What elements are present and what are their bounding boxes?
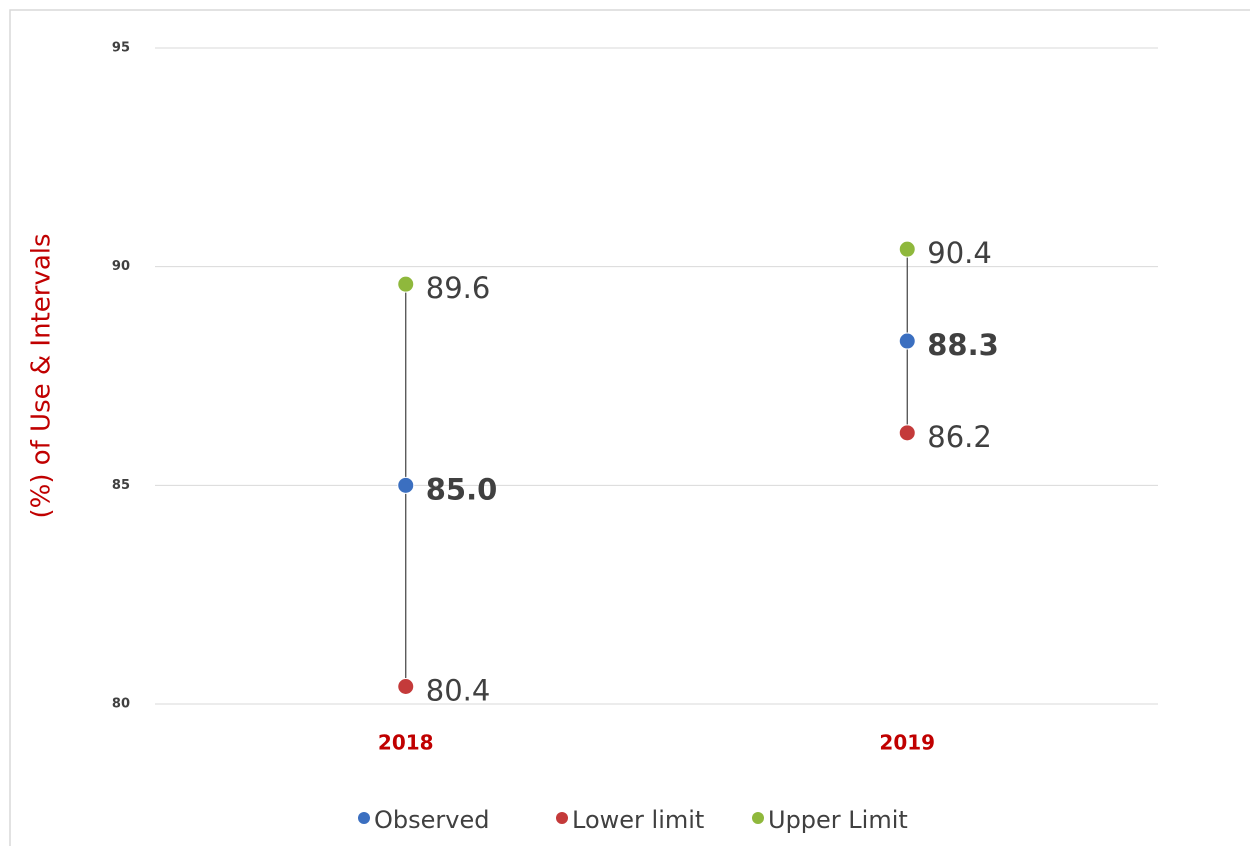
data-point: [397, 476, 415, 494]
y-tick-label: 95: [112, 41, 130, 56]
legend-label: Observed: [374, 806, 489, 834]
data-point: [397, 678, 415, 696]
data-label: 85.0: [426, 472, 498, 506]
x-tick-label: 2018: [378, 731, 434, 755]
y-tick-label: 85: [112, 478, 130, 493]
data-point: [898, 240, 916, 258]
legend-label: Upper Limit: [768, 806, 908, 834]
data-point: [898, 424, 916, 442]
legend-marker: [556, 812, 568, 824]
y-axis-title: (%) of Use & Intervals: [27, 233, 57, 518]
data-point: [397, 275, 415, 293]
legend-marker: [752, 812, 764, 824]
data-point: [898, 332, 916, 350]
legend-label: Lower limit: [572, 806, 704, 834]
chart-frame: [9, 9, 1250, 846]
data-label: 80.4: [426, 674, 491, 708]
data-label: 86.2: [927, 420, 992, 454]
y-tick-label: 80: [112, 697, 130, 712]
legend-marker: [358, 812, 370, 824]
data-label: 89.6: [426, 271, 491, 305]
data-label: 90.4: [927, 236, 992, 270]
y-tick-label: 90: [112, 259, 130, 274]
data-label: 88.3: [927, 328, 999, 362]
x-tick-label: 2019: [879, 731, 935, 755]
